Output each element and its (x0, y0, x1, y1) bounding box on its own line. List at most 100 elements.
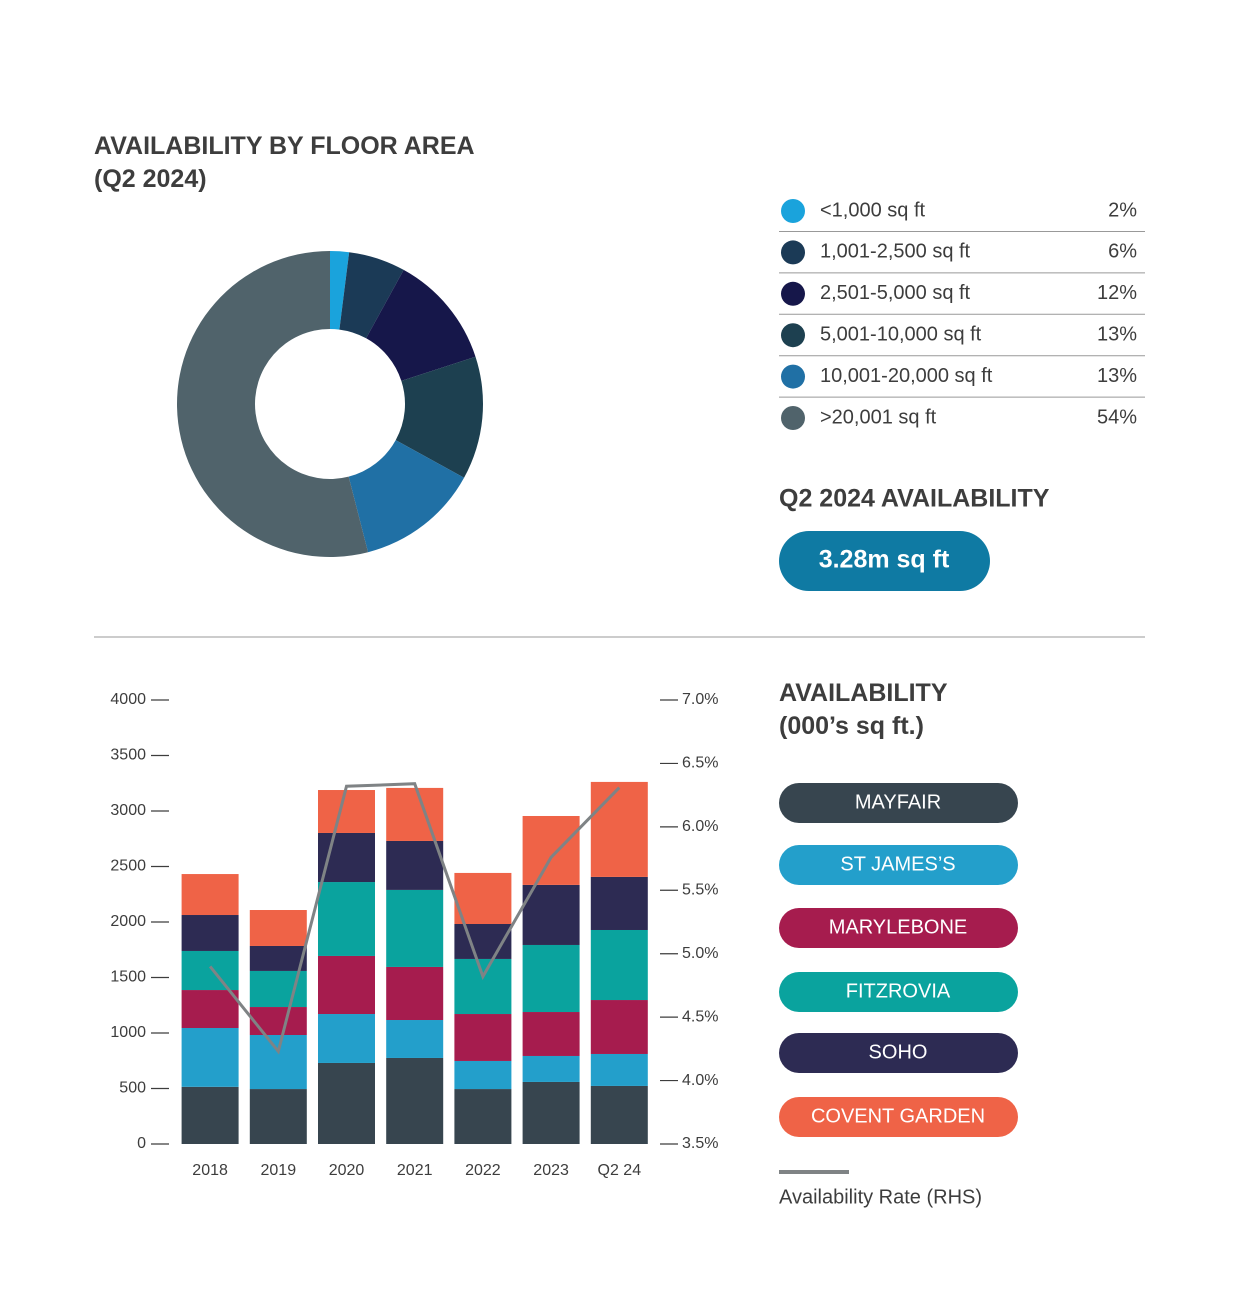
donut-segment (330, 251, 350, 330)
legend-label: 2,501-5,000 sq ft (820, 282, 971, 304)
legend-value: 12% (1097, 282, 1137, 304)
bar-segment (249, 945, 307, 971)
legend-label: FITZROVIA (846, 980, 951, 1002)
bar-segment (590, 929, 648, 1001)
legend-pill (779, 783, 1018, 823)
bar-segment (249, 1034, 307, 1090)
bar-segment (454, 872, 512, 924)
legend-label: 1,001-2,500 sq ft (820, 241, 971, 263)
bar-segment (522, 884, 580, 945)
bar-segment (318, 1014, 375, 1063)
y-tick-label: 3500 (110, 747, 146, 764)
legend-label: SOHO (869, 1041, 928, 1063)
bar-segment (318, 790, 375, 833)
legend-value: 6% (1108, 241, 1137, 263)
y-tick-label: 500 (119, 1080, 146, 1097)
donut-segment (348, 440, 465, 553)
bar-segment (318, 1062, 375, 1144)
bar-segment (318, 955, 375, 1015)
bar-segment (522, 1081, 580, 1144)
bar-segment (386, 889, 444, 967)
legend-dot (781, 406, 805, 430)
bar-segment (386, 966, 444, 1021)
line-series (208, 782, 621, 1055)
kpi-pill (779, 531, 990, 591)
y-tick-label: 1500 (110, 969, 146, 986)
bar-segment (181, 990, 239, 1029)
legend-value: 13% (1097, 323, 1137, 345)
x-tick-label: 2020 (329, 1162, 365, 1179)
y-tick-label: 1000 (110, 1024, 146, 1041)
kpi-label: Q2 2024 AVAILABILITY (779, 485, 1050, 513)
x-tick-label: 2018 (192, 1162, 228, 1179)
bar-segment (181, 915, 239, 951)
y2-tick-label: 4.5% (682, 1008, 718, 1025)
bar-segment (522, 944, 580, 1013)
legend-pill (779, 972, 1018, 1012)
bar-segment (249, 1007, 307, 1035)
y-tick-label: 3000 (110, 802, 146, 819)
bar-segment (590, 1000, 648, 1054)
bar-segment (522, 815, 580, 885)
x-tick-label: 2021 (397, 1162, 433, 1179)
bar-segment (318, 882, 375, 956)
legend-label: MARYLEBONE (829, 916, 968, 938)
legend-value: 13% (1097, 365, 1137, 387)
bar-segment (454, 1014, 512, 1061)
legend-label: 5,001-10,000 sq ft (820, 323, 982, 345)
bar-segment (386, 1020, 444, 1058)
x-tick-label: Q2 24 (598, 1162, 642, 1179)
kpi-value: 3.28m sq ft (819, 546, 950, 574)
bar-segment (386, 1057, 444, 1144)
bar-segment (181, 1028, 239, 1087)
legend-label: ST JAMES’S (840, 853, 955, 875)
bar-segment (454, 1060, 512, 1090)
legend-label: MAYFAIR (855, 791, 941, 813)
bar-segment (249, 910, 307, 946)
legend-dot (781, 281, 805, 306)
bar-segment (522, 1055, 580, 1082)
bar-segment (181, 950, 239, 991)
legend-pill (779, 1097, 1018, 1137)
donut-segment (339, 252, 404, 339)
y-tick-label: 4000 (110, 691, 146, 708)
bar-segment (522, 1012, 580, 1056)
y2-tick-label: 3.5% (682, 1135, 718, 1152)
bar-segment (386, 840, 444, 890)
donut-segment (177, 251, 369, 558)
x-tick-label: 2022 (465, 1162, 501, 1179)
legend-value: 54% (1097, 406, 1137, 428)
legend-dot (781, 364, 805, 389)
bar-segment (454, 1089, 512, 1144)
bar-title: AVAILABILITY (000’s sq ft.) (779, 679, 948, 740)
x-tick-label: 2023 (533, 1162, 569, 1179)
bar-segment (590, 876, 648, 930)
legend-label: 10,001-20,000 sq ft (820, 365, 993, 387)
y-tick-label: 2500 (110, 858, 146, 875)
bar-segment (181, 874, 239, 916)
donut-title: AVAILABILITY BY FLOOR AREA (Q2 2024) (94, 132, 474, 193)
bar-segment (454, 958, 512, 1015)
bar-segment (590, 1085, 648, 1144)
donut-segment (366, 269, 476, 381)
legend-pill (779, 908, 1018, 948)
bar-segment (249, 1089, 307, 1144)
legend-label: COVENT GARDEN (811, 1105, 985, 1127)
bar-segment (386, 787, 444, 841)
legend-pill (779, 845, 1018, 885)
legend-pill (779, 1033, 1018, 1073)
bar-segment (318, 832, 375, 883)
legend-dot (781, 240, 805, 265)
legend-value: 2% (1108, 199, 1137, 221)
x-tick-label: 2019 (261, 1162, 297, 1179)
bar-segment (181, 1086, 239, 1144)
legend-dot (781, 323, 805, 348)
y-tick-label: 0 (137, 1135, 146, 1152)
donut-segment (395, 356, 484, 478)
y-tick-label: 2000 (110, 913, 146, 930)
legend-dot (781, 199, 805, 223)
y2-tick-label: 7.0% (682, 691, 718, 708)
y2-tick-label: 5.5% (682, 882, 718, 899)
